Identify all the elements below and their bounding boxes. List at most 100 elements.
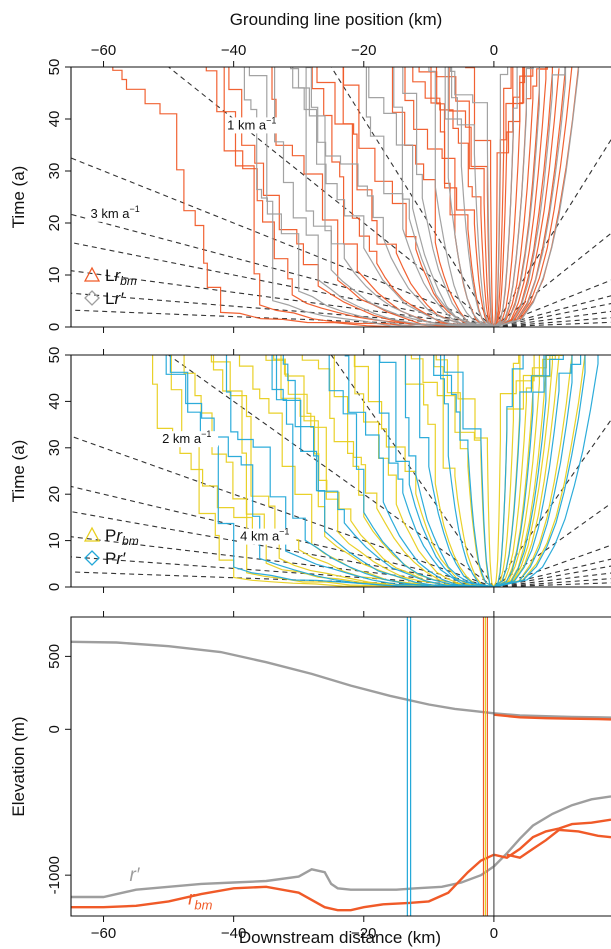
trajectory-line bbox=[238, 355, 494, 587]
trajectory-line bbox=[243, 67, 494, 327]
x-tick-label: −40 bbox=[221, 925, 246, 942]
trajectory-line bbox=[435, 67, 495, 327]
trajectory-line bbox=[248, 67, 494, 327]
trajectory-line bbox=[493, 67, 514, 327]
trajectory-line bbox=[292, 67, 494, 327]
y-tick-label: 0 bbox=[46, 725, 63, 733]
trajectory-line bbox=[493, 355, 564, 587]
trajectory-line bbox=[165, 355, 494, 587]
trajectory-line bbox=[305, 67, 494, 327]
elevation-profile-line bbox=[493, 713, 611, 721]
speed-guide-line bbox=[493, 138, 611, 327]
trajectory-line bbox=[419, 355, 495, 587]
trajectory-line bbox=[404, 355, 495, 587]
trajectory-line bbox=[493, 355, 524, 587]
speed-label: 2 km a−1 bbox=[162, 429, 211, 446]
trajectory-line bbox=[282, 355, 494, 587]
y-tick-label: -1000 bbox=[46, 856, 63, 894]
y-tick-label: 10 bbox=[46, 267, 63, 284]
trajectory-line bbox=[353, 355, 494, 587]
trajectory-line bbox=[225, 355, 494, 587]
legend-triangle-marker bbox=[83, 526, 101, 542]
trajectory-line bbox=[378, 355, 494, 587]
trajectory-line bbox=[305, 67, 494, 327]
trajectory-line bbox=[342, 67, 494, 327]
trajectory-line bbox=[465, 67, 495, 327]
trajectory-line bbox=[493, 67, 540, 327]
legend-label: Pr′ bbox=[105, 549, 126, 568]
x-tick-label: −20 bbox=[351, 42, 376, 59]
plot-area bbox=[71, 617, 611, 916]
y-tick-label: 0 bbox=[46, 323, 63, 331]
legend-label: Prbm bbox=[105, 526, 139, 548]
elevation-profile-line bbox=[71, 640, 611, 719]
trajectory-line bbox=[493, 355, 556, 587]
trajectory-line bbox=[170, 355, 494, 587]
y-tick-label: 30 bbox=[46, 439, 63, 456]
time-panel-top: −60 −40 −20 0 0 10 20 30 40 50 Time (a) 1 km a−1 3 k… bbox=[9, 42, 611, 333]
trajectory-line bbox=[379, 355, 494, 587]
trajectory-line bbox=[112, 67, 494, 327]
speed-guide-line bbox=[71, 213, 495, 327]
trajectory-line bbox=[493, 67, 518, 327]
trajectory-line bbox=[493, 355, 547, 587]
speed-guide-line bbox=[71, 435, 495, 587]
legend-label: Lrbm bbox=[105, 266, 137, 288]
trajectory-line bbox=[311, 67, 494, 327]
y-tick-label: 20 bbox=[46, 215, 63, 232]
trajectory-line bbox=[447, 67, 495, 327]
trajectory-line bbox=[316, 67, 494, 327]
trajectory-line bbox=[280, 355, 494, 587]
legend-diamond-marker bbox=[84, 290, 100, 306]
trajectory-line bbox=[433, 355, 495, 587]
x-tick-label: −40 bbox=[221, 42, 246, 59]
elevation-profile-line bbox=[71, 818, 611, 912]
plot-area bbox=[71, 355, 611, 587]
speed-guide-line bbox=[168, 355, 495, 587]
trajectory-line bbox=[493, 67, 566, 327]
trajectory-line bbox=[328, 355, 494, 587]
speed-guide-line bbox=[71, 309, 494, 327]
speed-label-bg bbox=[88, 205, 147, 222]
y-tick-label: 40 bbox=[46, 111, 63, 128]
trajectory-line bbox=[493, 68, 560, 327]
trajectory-line bbox=[493, 355, 540, 587]
panel-frame bbox=[70, 354, 611, 588]
y-axis-label: Elevation (m) bbox=[9, 716, 28, 816]
trajectory-line bbox=[493, 67, 580, 327]
trajectory-line bbox=[493, 67, 567, 327]
trajectory-line bbox=[344, 355, 494, 587]
trajectory-line bbox=[493, 67, 547, 327]
trajectory-line bbox=[342, 67, 494, 327]
trajectory-line bbox=[404, 355, 494, 587]
trajectory-line bbox=[493, 355, 586, 587]
curve-label: r′ bbox=[130, 865, 141, 886]
trajectory-line bbox=[402, 67, 494, 327]
y-tick-label: 40 bbox=[46, 393, 63, 410]
y-axis-label: Time (a) bbox=[9, 166, 28, 229]
y-tick-label: 50 bbox=[46, 59, 63, 76]
trajectory-line bbox=[493, 355, 573, 587]
trajectory-line bbox=[275, 355, 494, 587]
speed-guide-line bbox=[71, 270, 494, 327]
trajectory-line bbox=[493, 67, 567, 327]
trajectory-line bbox=[450, 67, 495, 327]
trajectory-line bbox=[493, 67, 573, 327]
trajectory-line bbox=[493, 67, 509, 327]
panel-frame bbox=[70, 66, 611, 328]
trajectory-line bbox=[493, 355, 535, 587]
trajectory-line bbox=[271, 67, 494, 327]
y-axis-label: Time (a) bbox=[9, 440, 28, 503]
speed-label-bg bbox=[225, 117, 284, 134]
trajectory-line bbox=[451, 67, 495, 327]
trajectory-line bbox=[493, 355, 551, 587]
y-tick-label: 0 bbox=[46, 583, 63, 591]
trajectory-line bbox=[290, 67, 494, 327]
trajectory-line bbox=[443, 355, 495, 587]
trajectory-line bbox=[433, 355, 495, 587]
speed-guide-line bbox=[168, 67, 495, 327]
trajectory-line bbox=[493, 67, 534, 327]
trajectory-line bbox=[493, 355, 545, 587]
speed-guide-line bbox=[71, 157, 495, 327]
